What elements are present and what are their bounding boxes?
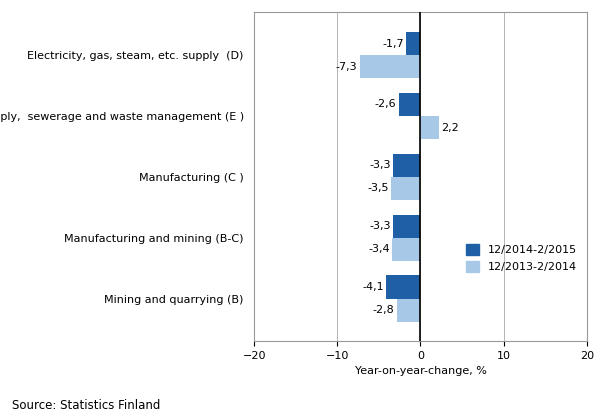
Text: -3,3: -3,3 [369, 160, 391, 170]
Bar [387, 275, 420, 299]
Bar [391, 177, 420, 200]
X-axis label: Year-on-year-change, %: Year-on-year-change, % [355, 366, 486, 376]
Text: -4,1: -4,1 [362, 282, 384, 292]
Text: Source: Statistics Finland: Source: Statistics Finland [12, 399, 160, 412]
Text: -2,6: -2,6 [374, 99, 396, 109]
Bar [407, 32, 420, 55]
Bar [393, 215, 420, 238]
Bar [399, 93, 420, 116]
Bar [420, 116, 439, 139]
Legend: 12/2014-2/2015, 12/2013-2/2014: 12/2014-2/2015, 12/2013-2/2014 [461, 239, 581, 276]
Text: -3,5: -3,5 [367, 183, 389, 193]
Bar [397, 299, 420, 322]
Text: 2,2: 2,2 [441, 122, 459, 133]
Text: -3,4: -3,4 [368, 244, 390, 254]
Text: -2,8: -2,8 [373, 305, 394, 315]
Bar [360, 55, 420, 78]
Bar [393, 154, 420, 177]
Text: -7,3: -7,3 [336, 62, 357, 72]
Text: -3,3: -3,3 [369, 221, 391, 231]
Bar [392, 238, 420, 261]
Text: -1,7: -1,7 [382, 39, 404, 49]
